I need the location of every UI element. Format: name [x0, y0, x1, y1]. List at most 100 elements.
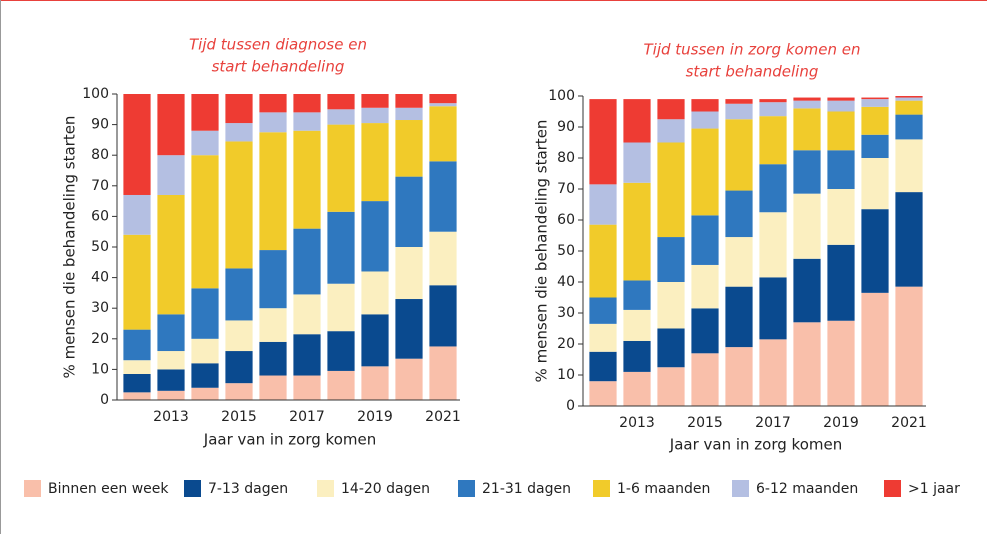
bar-segment [395, 358, 423, 400]
bar-segment [759, 339, 787, 406]
bar-segment [225, 268, 253, 321]
bar-segment [395, 120, 423, 177]
x-tick-label: 2019 [357, 409, 393, 425]
bar-segment [327, 283, 355, 332]
bar-segment [759, 102, 787, 117]
bar-segment [895, 97, 923, 101]
bar-segment [861, 209, 889, 293]
bar-segment [895, 139, 923, 193]
bar-segment [589, 323, 617, 352]
bar-segment [725, 237, 753, 287]
legend-swatch [884, 480, 901, 497]
bar-segment [225, 141, 253, 269]
legend-swatch [593, 480, 610, 497]
bar-segment [657, 282, 685, 329]
bar-segment [691, 308, 719, 354]
bar-segment [861, 158, 889, 210]
bar-segment [691, 215, 719, 265]
x-tick-label: 2015 [687, 415, 723, 431]
legend-swatch [458, 480, 475, 497]
bar-segment [123, 94, 151, 195]
bar-segment [827, 150, 855, 189]
x-axis-label: Jaar van in zorg komen [669, 436, 842, 454]
bar-segment [191, 387, 219, 400]
y-tick-label: 10 [557, 367, 575, 383]
bar-segment [293, 112, 321, 131]
bar-segment [361, 271, 389, 315]
bar-segment [395, 247, 423, 300]
bar-segment [725, 99, 753, 104]
bar-segment [657, 142, 685, 238]
chart-title: Tijd tussen diagnose en [189, 36, 367, 54]
bar-segment [623, 99, 651, 143]
bar-segment [861, 292, 889, 406]
bar-segment [225, 123, 253, 142]
y-tick-label: 10 [91, 361, 109, 377]
bar-segment [589, 351, 617, 382]
bar-segment [293, 94, 321, 113]
bar-segment [759, 212, 787, 278]
legend-swatch [317, 480, 334, 497]
bar-segment [361, 201, 389, 272]
bar-segment [293, 228, 321, 295]
bar-segment [793, 97, 821, 101]
bar-segment [691, 111, 719, 129]
bar-segment [793, 193, 821, 259]
bar-segment [429, 285, 457, 347]
bar-segment [259, 94, 287, 113]
x-tick-label: 2013 [153, 409, 189, 425]
bar-segment [293, 375, 321, 400]
bar-segment [361, 123, 389, 202]
legend-swatch [184, 480, 201, 497]
bar-segment [123, 194, 151, 235]
bar-segment [623, 142, 651, 183]
chart-title: Tijd tussen in zorg komen en [644, 41, 861, 59]
bar-segment [429, 103, 457, 107]
bar-segment [827, 100, 855, 112]
bar-segment [157, 314, 185, 352]
y-tick-label: 0 [566, 398, 575, 414]
bar-segment [327, 109, 355, 125]
y-tick-label: 40 [557, 274, 575, 290]
bar-segment [327, 211, 355, 284]
bar-segment [861, 99, 889, 107]
legend-label: 1-6 maanden [617, 481, 710, 497]
bar-segment [259, 308, 287, 342]
bar-segment [827, 320, 855, 406]
bar-segment [361, 314, 389, 367]
bar-segment [123, 373, 151, 393]
bar-segment [793, 322, 821, 406]
bar-segment [157, 194, 185, 315]
bar-segment [589, 224, 617, 298]
legend-label: 6-12 maanden [756, 481, 858, 497]
bar-segment [589, 99, 617, 185]
legend-label: Binnen een week [48, 481, 169, 497]
bar-segment [157, 390, 185, 400]
y-tick-label: 20 [557, 336, 575, 352]
bar-segment [293, 294, 321, 335]
legend-label: 21-31 dagen [482, 481, 571, 497]
bar-segment [191, 363, 219, 388]
y-tick-label: 70 [91, 178, 109, 194]
bar-segment [157, 351, 185, 370]
chart-title: start behandeling [212, 58, 345, 76]
bar-segment [225, 94, 253, 124]
bar-segment [657, 367, 685, 406]
bar-segment [623, 340, 651, 372]
bar-segment [589, 184, 617, 225]
bar-segment [395, 299, 423, 359]
y-tick-label: 0 [100, 392, 109, 408]
legend-label: >1 jaar [908, 481, 960, 497]
bar-segment [759, 99, 787, 103]
bar-segment [725, 119, 753, 191]
bar-segment [157, 155, 185, 195]
bar-segment [361, 94, 389, 108]
bar-segment [793, 258, 821, 323]
x-tick-label: 2017 [755, 415, 791, 431]
x-axis-label: Jaar van in zorg komen [203, 431, 376, 449]
bar-segment [895, 100, 923, 115]
y-tick-label: 90 [557, 119, 575, 135]
y-tick-label: 80 [557, 150, 575, 166]
bar-segment [759, 277, 787, 340]
